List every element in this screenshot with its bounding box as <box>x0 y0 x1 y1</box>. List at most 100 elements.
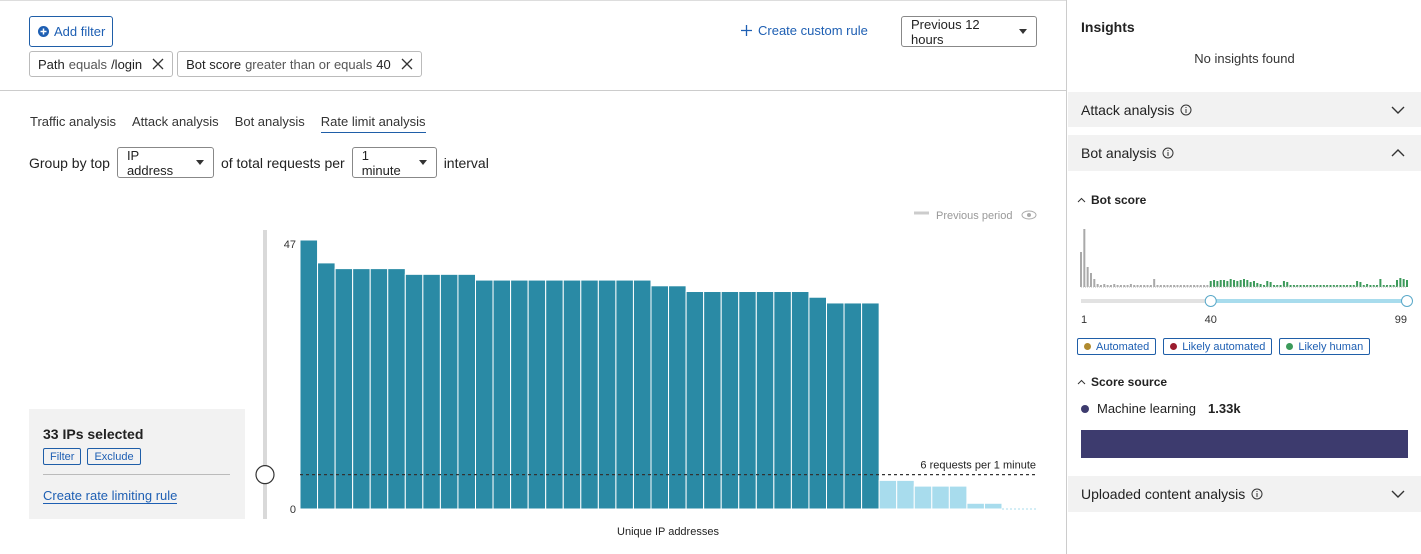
legend-chip[interactable]: Likely automated <box>1163 338 1273 355</box>
histogram-bar <box>1362 285 1365 287</box>
histogram-bar <box>1143 285 1146 287</box>
bar <box>720 291 740 510</box>
histogram-bar <box>1189 285 1192 287</box>
histogram-bar <box>1379 279 1382 287</box>
threshold-handle[interactable] <box>255 465 275 485</box>
bar <box>475 279 494 510</box>
histogram-bar <box>1359 282 1362 287</box>
histogram-bar <box>1119 285 1122 287</box>
y-tick-label: 0 <box>290 504 296 516</box>
histogram-bar <box>1262 285 1265 287</box>
histogram-bar <box>1080 252 1082 287</box>
x-axis-label: Unique IP addresses <box>617 526 719 538</box>
histogram-bar <box>1219 280 1222 287</box>
source-bar <box>1081 430 1408 458</box>
x-tick-label: 1 <box>1081 314 1087 326</box>
chevron-up <box>1391 149 1405 157</box>
histogram-bar <box>1259 284 1262 287</box>
histogram-bar <box>1233 280 1236 287</box>
filter-chip[interactable]: Bot score greater than or equals 40 <box>177 51 422 77</box>
histogram-bar <box>1369 285 1372 287</box>
histogram-bar <box>1236 281 1239 287</box>
group-by-field: IP address <box>126 147 174 178</box>
histogram-bar <box>1376 285 1379 287</box>
bot-score-header[interactable]: Bot score <box>1077 193 1146 207</box>
histogram-bar <box>1103 284 1106 287</box>
score-source-header[interactable]: Score source <box>1077 375 1167 389</box>
tab[interactable]: Traffic analysis <box>30 114 116 129</box>
histogram-bar <box>1239 280 1242 287</box>
chevron-up <box>1077 379 1086 385</box>
bot-score-title: Bot score <box>1091 193 1147 207</box>
time-range-select[interactable]: Previous 12 hours <box>901 16 1037 47</box>
histogram-bar <box>1296 285 1299 287</box>
tab[interactable]: Bot analysis <box>234 114 305 129</box>
histogram-bar <box>1319 285 1322 287</box>
histogram-bar <box>1372 285 1375 287</box>
bar <box>808 296 828 510</box>
filter-button[interactable]: Filter <box>43 448 82 465</box>
exclude-button[interactable]: Exclude <box>87 448 141 465</box>
bar <box>668 285 687 510</box>
tab[interactable]: Attack analysis <box>131 114 219 129</box>
slider-track <box>263 230 267 519</box>
histogram-bar <box>1136 285 1139 287</box>
create-rate-limiting-rule[interactable]: Create rate limiting rule <box>43 488 178 504</box>
histogram-bar <box>1252 281 1255 287</box>
chevron-up <box>1077 197 1086 203</box>
histogram-bar <box>1249 282 1252 287</box>
histogram-bar <box>1213 280 1216 287</box>
create-custom-rule[interactable]: Create custom rule <box>741 23 868 38</box>
threshold-label: 6 requests per 1 minute <box>920 460 1036 472</box>
bar <box>826 302 845 510</box>
legend-label: Likely human <box>1298 340 1364 353</box>
bar <box>422 273 441 510</box>
histogram-bar <box>1149 285 1152 287</box>
histogram-bar <box>1276 285 1279 287</box>
bar <box>790 291 810 510</box>
histogram-bar <box>1339 285 1342 287</box>
histogram-bar <box>1096 284 1099 287</box>
histogram-bar <box>1169 285 1172 287</box>
filter-chip[interactable]: Path equals/login <box>29 51 174 77</box>
uploaded-content-section[interactable]: Uploaded content analysis <box>1068 476 1421 512</box>
score-source-bar <box>1081 430 1408 458</box>
bar <box>861 302 880 510</box>
bar <box>352 268 371 510</box>
bar <box>404 273 424 510</box>
tab[interactable]: Rate limit analysis <box>320 114 426 133</box>
histogram-bar <box>1183 285 1186 287</box>
chip-operator: greater than or equals <box>245 56 373 72</box>
slider-handle[interactable] <box>1204 295 1217 307</box>
group-by-select[interactable]: IP address <box>116 147 214 178</box>
remove-icon[interactable] <box>395 58 413 70</box>
slider-handle[interactable] <box>1401 295 1413 307</box>
interval-value: 1 minute <box>361 147 401 178</box>
bot-analysis-section[interactable]: Bot analysis <box>1068 135 1421 171</box>
histogram-bar <box>1176 285 1179 287</box>
bar <box>966 502 985 510</box>
selection-title: 33 IPs selected <box>43 426 144 442</box>
add-filter-button[interactable]: Add filter <box>29 16 113 47</box>
remove-icon[interactable] <box>146 58 164 70</box>
rate-limit-chart: 0 47 6 requests per 1 minute Previous perio… <box>255 210 1038 538</box>
histogram-bar <box>1109 285 1112 287</box>
bar <box>492 279 512 510</box>
histogram-bar <box>1153 279 1156 287</box>
bar <box>931 485 950 510</box>
time-range-value: Previous 12 hours <box>911 16 980 47</box>
histogram-bar <box>1156 285 1159 287</box>
attack-analysis-section[interactable]: Attack analysis <box>1068 92 1421 127</box>
histogram-bar <box>1312 285 1315 287</box>
info-icon <box>1251 488 1263 500</box>
histogram-bar <box>1406 280 1408 287</box>
histogram-bar <box>1386 285 1389 287</box>
histogram-bar <box>1256 283 1259 287</box>
bar <box>317 262 336 510</box>
legend-chip[interactable]: Automated <box>1077 338 1157 355</box>
histogram-bar <box>1329 285 1332 287</box>
legend-chip[interactable]: Likely human <box>1279 338 1371 355</box>
bot-score-histogram: 1 40 99 <box>1080 229 1413 326</box>
interval-select[interactable]: 1 minute <box>351 147 437 178</box>
